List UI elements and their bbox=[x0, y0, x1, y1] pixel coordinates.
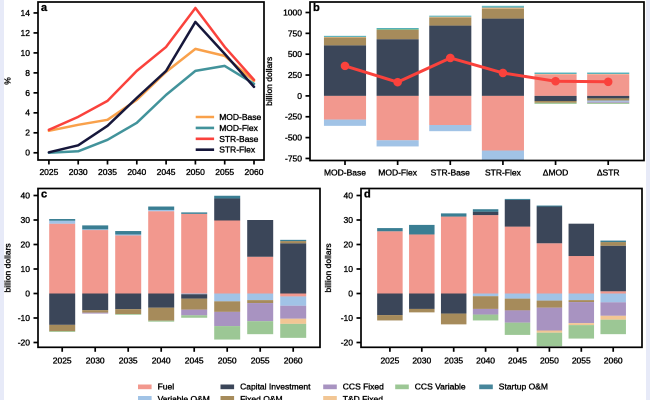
svg-text:2040: 2040 bbox=[127, 167, 146, 177]
svg-text:ΔMOD: ΔMOD bbox=[543, 167, 569, 177]
svg-text:STR-Flex: STR-Flex bbox=[219, 145, 256, 155]
svg-text:%: % bbox=[3, 77, 13, 85]
svg-text:10: 10 bbox=[21, 264, 31, 274]
svg-text:MOD-Flex: MOD-Flex bbox=[219, 123, 258, 133]
svg-text:MOD-Base: MOD-Base bbox=[324, 167, 366, 177]
svg-text:-10: -10 bbox=[18, 313, 31, 323]
svg-text:30: 30 bbox=[21, 215, 31, 225]
svg-text:MOD-Flex: MOD-Flex bbox=[378, 167, 417, 177]
svg-text:STR-Base: STR-Base bbox=[431, 167, 470, 177]
svg-text:-750: -750 bbox=[285, 153, 302, 163]
svg-text:-20: -20 bbox=[341, 337, 354, 347]
svg-text:250: 250 bbox=[288, 70, 302, 80]
svg-text:CCS Variable: CCS Variable bbox=[415, 382, 466, 392]
svg-text:1000: 1000 bbox=[283, 7, 302, 17]
svg-text:Startup O&M: Startup O&M bbox=[499, 382, 548, 392]
svg-text:10: 10 bbox=[344, 264, 354, 274]
svg-text:0: 0 bbox=[25, 148, 30, 158]
svg-text:2045: 2045 bbox=[508, 355, 527, 365]
svg-text:20: 20 bbox=[21, 239, 31, 249]
svg-text:2040: 2040 bbox=[152, 355, 171, 365]
svg-text:CCS Fixed: CCS Fixed bbox=[343, 382, 384, 392]
svg-text:MOD-Base: MOD-Base bbox=[219, 112, 261, 122]
svg-text:4: 4 bbox=[25, 108, 30, 118]
svg-text:Fuel: Fuel bbox=[158, 382, 175, 392]
svg-text:2025: 2025 bbox=[39, 167, 58, 177]
svg-text:2035: 2035 bbox=[119, 355, 138, 365]
svg-text:10: 10 bbox=[21, 48, 31, 58]
svg-text:500: 500 bbox=[288, 49, 302, 59]
svg-text:c: c bbox=[41, 189, 47, 201]
svg-text:2050: 2050 bbox=[186, 167, 205, 177]
svg-text:6: 6 bbox=[25, 88, 30, 98]
svg-text:2050: 2050 bbox=[218, 355, 237, 365]
svg-text:Capital Investment: Capital Investment bbox=[240, 382, 311, 392]
svg-text:2055: 2055 bbox=[251, 355, 270, 365]
svg-text:12: 12 bbox=[21, 28, 31, 38]
svg-text:30: 30 bbox=[344, 215, 354, 225]
svg-text:2060: 2060 bbox=[284, 355, 303, 365]
svg-text:STR-Flex: STR-Flex bbox=[485, 167, 522, 177]
svg-text:T&D Fixed: T&D Fixed bbox=[343, 394, 383, 400]
svg-text:billion dollars: billion dollars bbox=[323, 243, 333, 292]
svg-text:2030: 2030 bbox=[69, 167, 88, 177]
svg-text:d: d bbox=[364, 189, 371, 201]
svg-text:billion dollars: billion dollars bbox=[3, 243, 13, 292]
svg-text:2060: 2060 bbox=[245, 167, 264, 177]
svg-text:Variable O&M: Variable O&M bbox=[158, 394, 210, 400]
svg-text:2045: 2045 bbox=[157, 167, 176, 177]
svg-text:0: 0 bbox=[25, 288, 30, 298]
svg-text:2025: 2025 bbox=[53, 355, 72, 365]
svg-text:2: 2 bbox=[25, 128, 30, 138]
svg-text:b: b bbox=[313, 2, 320, 14]
svg-text:2030: 2030 bbox=[412, 355, 431, 365]
svg-text:-20: -20 bbox=[18, 337, 31, 347]
svg-text:40: 40 bbox=[344, 190, 354, 200]
svg-text:0: 0 bbox=[297, 91, 302, 101]
svg-text:a: a bbox=[41, 2, 48, 14]
svg-text:2040: 2040 bbox=[476, 355, 495, 365]
svg-text:2060: 2060 bbox=[604, 355, 623, 365]
svg-text:14: 14 bbox=[21, 8, 31, 18]
svg-text:40: 40 bbox=[21, 190, 31, 200]
svg-text:2035: 2035 bbox=[444, 355, 463, 365]
svg-text:-250: -250 bbox=[285, 112, 302, 122]
svg-text:STR-Base: STR-Base bbox=[219, 134, 258, 144]
svg-text:2030: 2030 bbox=[86, 355, 105, 365]
svg-text:750: 750 bbox=[288, 28, 302, 38]
svg-text:2035: 2035 bbox=[98, 167, 117, 177]
svg-text:2055: 2055 bbox=[215, 167, 234, 177]
svg-text:2045: 2045 bbox=[185, 355, 204, 365]
svg-text:2050: 2050 bbox=[540, 355, 559, 365]
svg-text:2055: 2055 bbox=[572, 355, 591, 365]
svg-text:20: 20 bbox=[344, 239, 354, 249]
svg-text:-10: -10 bbox=[341, 313, 354, 323]
svg-text:8: 8 bbox=[25, 68, 30, 78]
svg-text:ΔSTR: ΔSTR bbox=[597, 167, 620, 177]
svg-text:Fixed O&M: Fixed O&M bbox=[240, 394, 283, 400]
svg-text:-500: -500 bbox=[285, 133, 302, 143]
svg-text:2025: 2025 bbox=[380, 355, 399, 365]
svg-text:0: 0 bbox=[348, 288, 353, 298]
svg-text:billion dollars: billion dollars bbox=[264, 57, 274, 106]
